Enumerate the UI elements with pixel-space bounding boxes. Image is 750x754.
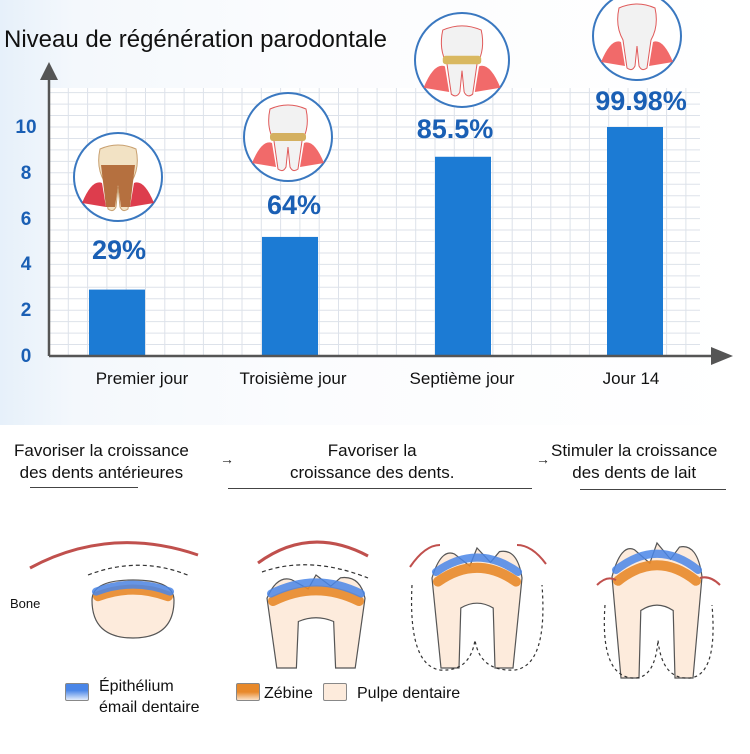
dentin-band (93, 584, 173, 602)
enamel-band (92, 580, 174, 596)
tartar-stain (270, 133, 306, 141)
stage-3-line2: des dents de lait (572, 463, 697, 482)
stage-3-label: Stimuler la croissance des dents de lait (551, 440, 717, 484)
tooth-icons-group (73, 0, 682, 222)
x-axis-arrow-icon (711, 347, 733, 365)
tooth-shape (617, 3, 657, 71)
data-label-4: 99.98% (595, 86, 687, 116)
y-axis-arrow-icon (40, 62, 58, 80)
chart-grid (48, 88, 700, 357)
arrow-right-icon: → (536, 451, 550, 467)
bars-group (89, 127, 663, 356)
stage-1-line1: Favoriser la croissance (14, 441, 189, 460)
axes-group (40, 62, 733, 365)
enamel-band (267, 578, 365, 598)
gum-shape (601, 41, 673, 66)
gum-line-1 (29, 541, 199, 570)
legend-swatch-epithelium (65, 683, 89, 701)
bar-3 (435, 156, 491, 356)
gum-line-3 (409, 544, 547, 568)
stage-3-underline (580, 489, 726, 490)
stage-2-line2: croissance des dents. (290, 463, 455, 482)
legend-epithelium-line2: émail dentaire (99, 699, 200, 716)
bar-1 (89, 289, 145, 356)
y-tick-label: 4 (20, 254, 32, 276)
legend-epithelium-line1: Épithélium (99, 678, 174, 695)
data-label-2: 64% (266, 190, 322, 220)
bar-4 (607, 127, 663, 356)
data-label-3: 85.5% (416, 114, 494, 144)
tartar-stain (101, 165, 135, 207)
tooth-icon-4 (592, 0, 682, 81)
x-tick-label: Troisième jour (239, 369, 347, 388)
stage-1-label: Favoriser la croissance des dents antéri… (14, 440, 189, 484)
dentin-band (613, 560, 701, 586)
legend-label-epithelium: Épithélium émail dentaire (99, 676, 200, 718)
tooth-icon-3 (414, 12, 510, 108)
gum-shape (82, 182, 154, 207)
tooth-icon-2 (243, 92, 333, 182)
dentin-band (433, 562, 521, 587)
legend-swatch-zebine (236, 683, 260, 701)
y-tick-label: 10 (15, 117, 37, 138)
stage-2-underline (228, 488, 532, 489)
tooth-diagram-stage-1 (91, 579, 175, 639)
gum-shape (252, 142, 324, 167)
stage-3-line1: Stimuler la croissance (551, 441, 718, 460)
tooth-diagrams-group (29, 540, 721, 679)
pulp-shape (431, 546, 523, 669)
stage-1-line2: des dents antérieures (19, 463, 184, 482)
bone-line-2 (261, 564, 369, 579)
enamel-band (612, 549, 702, 574)
bone-socket-3 (410, 584, 544, 671)
gum-shape (423, 65, 501, 93)
y-tick-label: 0 (20, 346, 32, 367)
pulp-shape (611, 541, 703, 679)
y-tick-label: 2 (20, 300, 32, 322)
stage-2-line1: Favoriser la (327, 441, 417, 460)
bone-line-1 (87, 564, 191, 577)
enamel-band (432, 553, 522, 576)
x-tick-label: Septième jour (409, 369, 515, 388)
legend-swatch-pulpe (323, 683, 347, 701)
dentin-band (268, 585, 364, 607)
tooth-diagram-stage-2 (266, 574, 366, 669)
y-tick-label: 8 (20, 162, 32, 184)
tooth-diagram-stage-3 (431, 546, 523, 669)
chart-title: Niveau de régénération parodontale (4, 26, 387, 53)
bar-2 (262, 236, 318, 356)
plot-area (49, 88, 700, 356)
stage-2-label: Favoriser la croissance des dents. (290, 440, 454, 484)
legend-label-zebine: Zébine (264, 685, 313, 702)
y-tick-label: 6 (20, 208, 32, 230)
bone-label: Bone (10, 596, 41, 611)
gum-line-4 (596, 576, 721, 586)
legend-label-pulpe: Pulpe dentaire (357, 685, 461, 702)
tooth-diagram-stage-4 (611, 541, 703, 679)
arrow-right-icon: → (220, 451, 234, 467)
tooth-icon-1 (73, 132, 163, 222)
x-tick-label: Premier jour (95, 369, 189, 388)
gum-line-2 (257, 540, 369, 565)
tartar-stain (442, 55, 482, 65)
data-label-1: 29% (91, 235, 147, 265)
x-tick-label: Jour 14 (602, 369, 660, 388)
stage-1-underline (30, 487, 138, 488)
